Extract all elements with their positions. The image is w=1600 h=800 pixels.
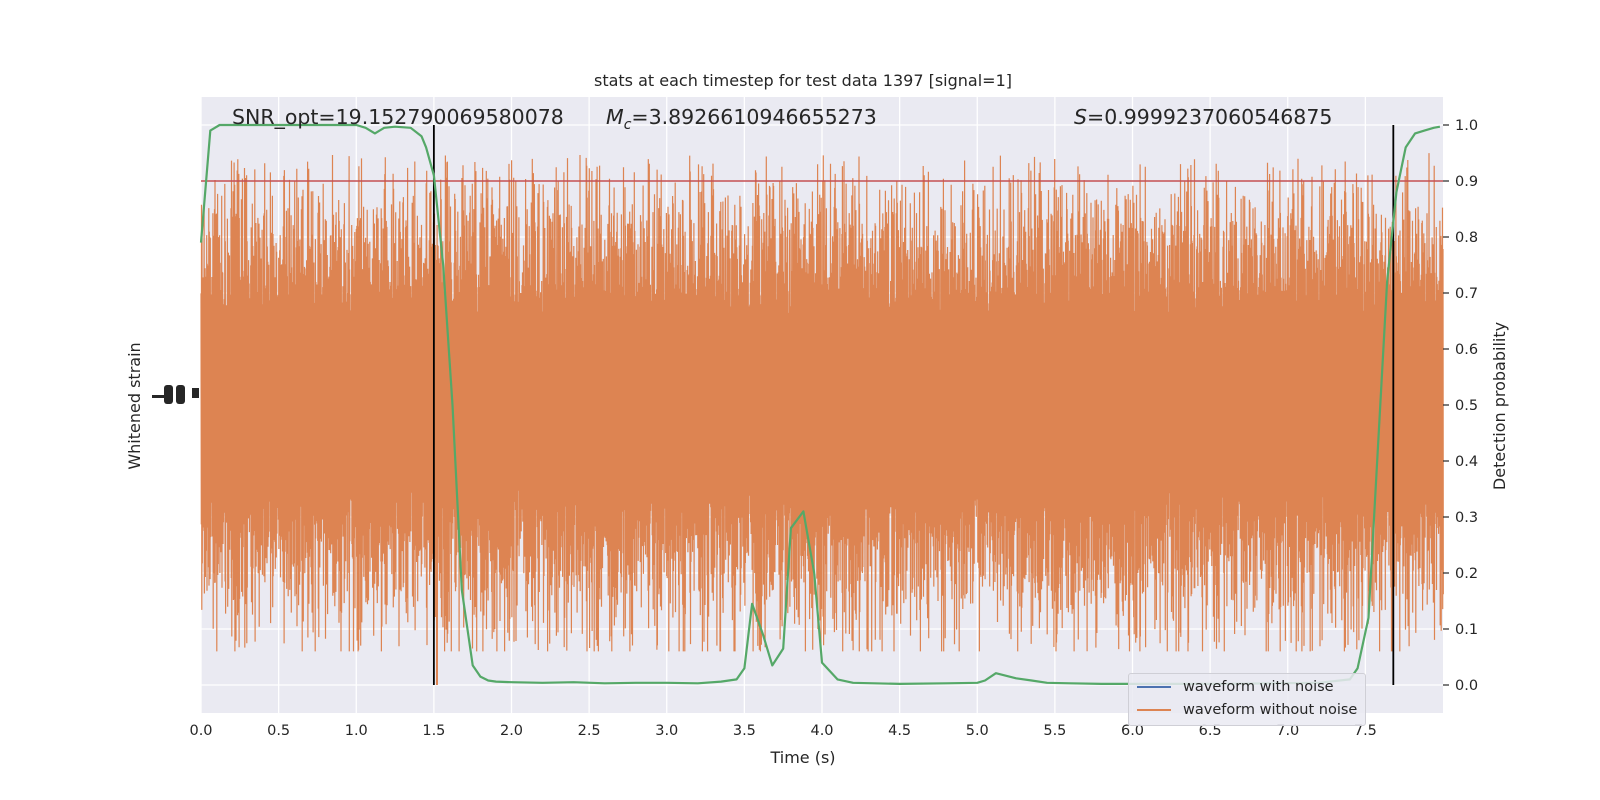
waveform-without-noise-trace — [200, 153, 1444, 685]
legend-label-without-noise: waveform without noise — [1183, 702, 1358, 718]
legend-swatch-orange — [1137, 709, 1171, 711]
x-tick-label: 1.0 — [345, 723, 368, 739]
x-tick-label: 4.5 — [888, 723, 911, 739]
y-tick-label: 1.0 — [1455, 118, 1478, 134]
x-tick-label: 7.0 — [1276, 723, 1299, 739]
x-tick-label: 2.0 — [500, 723, 523, 739]
legend-swatch-blue — [1137, 686, 1171, 688]
chart-title: stats at each timestep for test data 139… — [594, 71, 1012, 90]
s-annotation: S=0.9999237060546875 — [1074, 105, 1332, 129]
y-tick-label: 0.4 — [1455, 454, 1478, 470]
x-tick-label: 6.5 — [1199, 723, 1222, 739]
y-tick-label: 0.1 — [1455, 622, 1478, 638]
y-tick-label: 0.9 — [1455, 174, 1478, 190]
x-tick-label: 4.0 — [810, 723, 833, 739]
y-tick-label: 0.5 — [1455, 398, 1478, 414]
chirp-mass-subscript: c — [624, 117, 632, 133]
s-symbol: S — [1074, 105, 1087, 129]
legend: waveform with noise waveform without noi… — [1128, 673, 1366, 726]
chirp-mass-symbol: M — [606, 105, 624, 129]
y-tick-label: 0.6 — [1455, 342, 1478, 358]
left-axis-label: Whitened strain — [125, 342, 144, 469]
x-tick-label: 7.5 — [1354, 723, 1377, 739]
y-tick-label: 0.8 — [1455, 230, 1478, 246]
y-tick-label: 0.2 — [1455, 566, 1478, 582]
chirp-mass-annotation: Mc=3.8926610946655273 — [606, 105, 877, 133]
snr-annotation: SNR_opt=19.152790069580078 — [232, 105, 564, 130]
x-tick-label: 0.5 — [267, 723, 290, 739]
legend-item-without-noise: waveform without noise — [1137, 699, 1357, 721]
x-tick-label: 5.5 — [1043, 723, 1066, 739]
x-tick-label: 1.5 — [422, 723, 445, 739]
y-tick-label: 0.0 — [1455, 678, 1478, 694]
legend-item-with-noise: waveform with noise — [1137, 676, 1334, 698]
chirp-mass-value: =3.8926610946655273 — [631, 105, 876, 129]
x-tick-label: 2.5 — [578, 723, 601, 739]
x-tick-label: 3.0 — [655, 723, 678, 739]
x-axis-label: Time (s) — [769, 748, 835, 767]
legend-label-with-noise: waveform with noise — [1183, 679, 1334, 695]
x-tick-label: 3.5 — [733, 723, 756, 739]
left-axis-collapsed-ticks — [152, 385, 199, 404]
y-tick-label: 0.7 — [1455, 286, 1478, 302]
y-tick-label: 0.3 — [1455, 510, 1478, 526]
waveform-without-noise-line — [200, 153, 1444, 652]
x-tick-label: 0.0 — [189, 723, 212, 739]
x-tick-label: 5.0 — [966, 723, 989, 739]
x-tick-label: 6.0 — [1121, 723, 1144, 739]
s-value: =0.9999237060546875 — [1087, 105, 1332, 129]
right-axis-label: Detection probability — [1490, 322, 1509, 490]
